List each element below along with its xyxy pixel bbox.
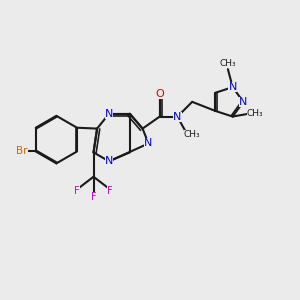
Text: N: N: [105, 109, 113, 119]
Text: N: N: [229, 82, 237, 92]
Text: N: N: [239, 97, 248, 107]
Text: N: N: [173, 112, 182, 122]
Text: Br: Br: [16, 146, 28, 157]
Text: O: O: [155, 89, 164, 99]
Text: F: F: [74, 186, 80, 196]
Text: Br: Br: [16, 146, 28, 157]
Text: F: F: [107, 186, 113, 196]
Text: CH₃: CH₃: [184, 130, 200, 139]
Text: F: F: [91, 192, 96, 202]
Text: N: N: [105, 156, 113, 166]
Text: N: N: [144, 139, 153, 148]
Text: CH₃: CH₃: [220, 59, 236, 68]
Text: CH₃: CH₃: [247, 109, 263, 118]
